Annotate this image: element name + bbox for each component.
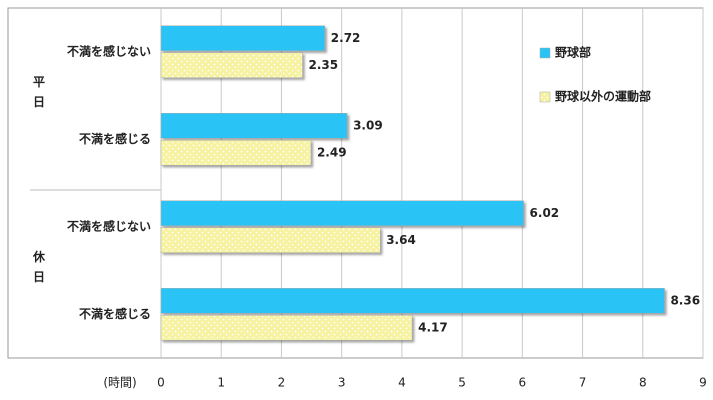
group-label: 休日 xyxy=(32,249,46,290)
x-tick-label: 4 xyxy=(398,376,406,390)
legend-label: 野球部 xyxy=(555,45,591,60)
y-tick-label: 不満を感じない xyxy=(67,43,151,58)
data-label: 3.64 xyxy=(386,233,416,247)
y-tick-label: 不満を感じない xyxy=(67,218,151,233)
bar xyxy=(160,227,381,253)
x-tick-label: 7 xyxy=(579,376,587,390)
x-tick-label: 9 xyxy=(699,376,707,390)
bar xyxy=(160,315,413,341)
group-label: 平日 xyxy=(32,75,46,115)
y-tick-label: 不満を感じる xyxy=(79,306,151,321)
data-label: 4.17 xyxy=(418,320,448,334)
bar xyxy=(160,25,326,51)
data-label: 2.35 xyxy=(309,58,339,72)
x-axis-label: (時間) xyxy=(103,376,136,390)
legend-swatch xyxy=(539,47,551,59)
bar xyxy=(160,200,524,226)
x-tick-label: 0 xyxy=(157,376,165,390)
legend-label: 野球以外の運動部 xyxy=(555,89,651,104)
bar xyxy=(160,113,348,139)
data-label: 6.02 xyxy=(530,206,560,220)
bar xyxy=(160,288,665,314)
x-tick-label: 8 xyxy=(639,376,647,390)
x-tick-label: 3 xyxy=(338,376,346,390)
bar xyxy=(160,52,303,78)
x-tick-label: 6 xyxy=(519,376,527,390)
y-tick-label: 不満を感じる xyxy=(79,131,151,146)
legend-swatch xyxy=(539,91,551,103)
x-tick-label: 1 xyxy=(217,376,225,390)
data-label: 2.72 xyxy=(331,31,361,45)
data-label: 3.09 xyxy=(353,118,383,132)
data-label: 8.36 xyxy=(670,293,700,307)
x-tick-label: 2 xyxy=(278,376,286,390)
data-label: 2.49 xyxy=(317,145,347,159)
bar xyxy=(160,140,312,166)
x-tick-label: 5 xyxy=(458,376,466,390)
